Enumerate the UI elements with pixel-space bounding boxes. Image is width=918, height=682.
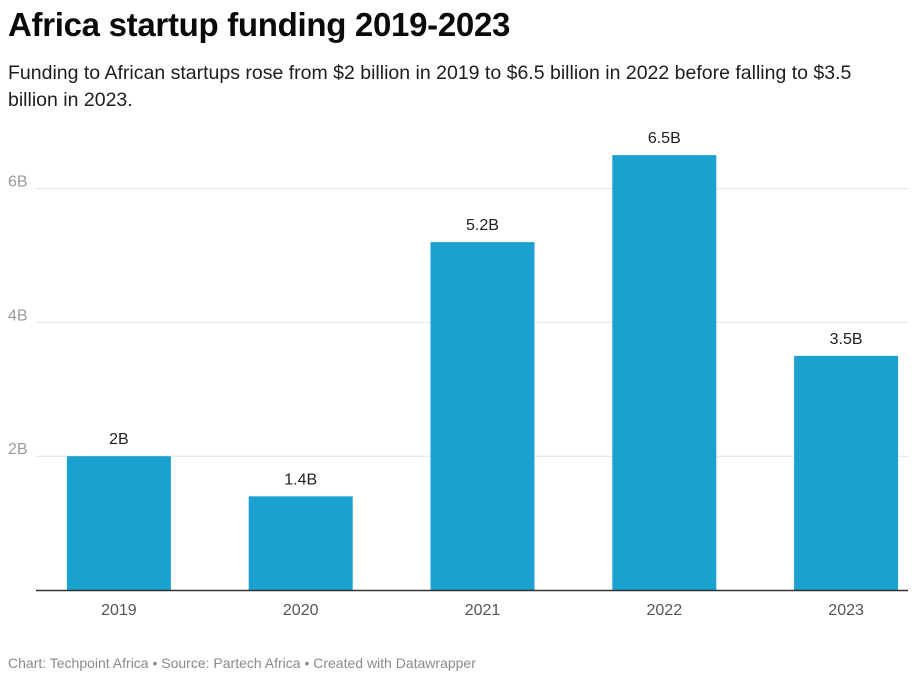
bar-2019 <box>66 456 171 590</box>
value-label-2023: 3.5B <box>830 331 863 348</box>
bar-2023 <box>794 355 899 590</box>
y-axis-tick-labels: 2B 4B 6B <box>8 174 28 459</box>
bar-2022 <box>612 155 717 590</box>
y-tick-label: 2B <box>8 441 28 458</box>
chart-footer: Chart: Techpoint Africa • Source: Partec… <box>8 655 476 671</box>
y-tick-label: 4B <box>8 307 28 324</box>
x-axis-tick-labels: 2019 2020 2021 2022 2023 <box>101 602 864 619</box>
x-tick-label-2019: 2019 <box>101 602 137 619</box>
value-label-2019: 2B <box>109 431 129 448</box>
x-tick-label-2022: 2022 <box>647 602 683 619</box>
value-label-2020: 1.4B <box>284 471 317 488</box>
x-tick-label-2023: 2023 <box>828 602 864 619</box>
x-tick-label-2021: 2021 <box>465 602 501 619</box>
x-tick-label-2020: 2020 <box>283 602 319 619</box>
chart-subtitle: Funding to African startups rose from $2… <box>8 62 852 111</box>
bar-2021 <box>430 242 535 590</box>
value-label-2022: 6.5B <box>648 130 681 147</box>
value-labels: 2B 1.4B 5.2B 6.5B 3.5B <box>109 130 862 488</box>
value-label-2021: 5.2B <box>466 217 499 234</box>
chart-title: Africa startup funding 2019-2023 <box>8 6 511 43</box>
bars <box>66 155 899 590</box>
y-tick-label: 6B <box>8 174 28 191</box>
bar-2020 <box>248 496 353 590</box>
